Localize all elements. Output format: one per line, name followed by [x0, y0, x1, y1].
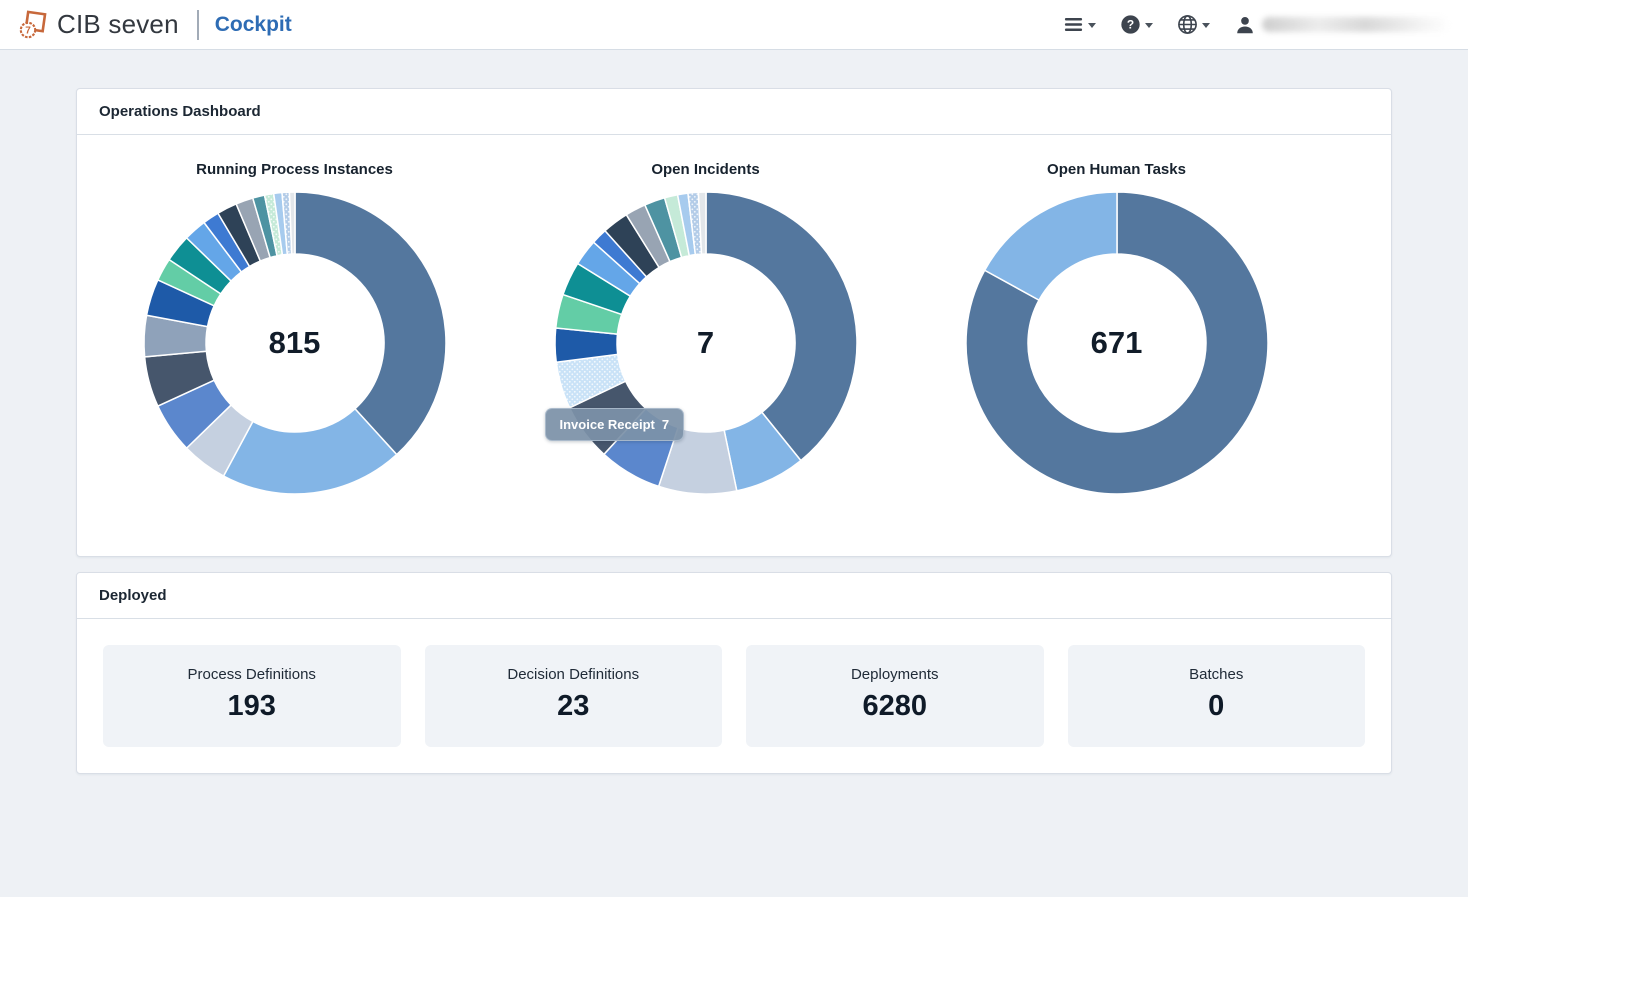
apps-menu-button[interactable]	[1063, 14, 1096, 35]
chart-tooltip: Invoice Receipt 7	[544, 408, 685, 441]
donut-segment[interactable]	[964, 191, 1269, 495]
donut-chart-open-human-tasks[interactable]	[962, 188, 1272, 498]
deployed-title: Deployed	[77, 573, 1391, 619]
brand-name: CIB seven	[57, 9, 179, 39]
stats-row: Process Definitions 193 Decision Definit…	[77, 619, 1391, 773]
help-menu-button[interactable]: ?	[1120, 14, 1153, 35]
donut-wrap: 815	[140, 188, 450, 498]
stat-value: 6280	[862, 690, 927, 722]
donut-segment[interactable]	[293, 191, 447, 456]
donut-segment[interactable]	[697, 191, 707, 255]
chevron-down-icon	[1202, 23, 1210, 28]
chevron-down-icon	[1145, 23, 1153, 28]
cib-seven-logo-icon: 7	[19, 9, 47, 38]
language-globe-icon	[1178, 15, 1197, 34]
brand[interactable]: 7 CIB seven	[18, 9, 179, 40]
app-shell: 7 CIB seven Cockpit ?	[0, 0, 1468, 897]
menu-icon	[1064, 18, 1083, 31]
chart-title: Open Incidents	[651, 161, 760, 178]
chart-open-incidents: Open Incidents 7 Invoice Receipt 7	[500, 149, 911, 498]
app-header: 7 CIB seven Cockpit ?	[0, 0, 1468, 50]
tooltip-label: Invoice Receipt	[559, 417, 655, 432]
stat-card-process-definitions[interactable]: Process Definitions 193	[103, 645, 401, 747]
stat-value: 193	[227, 690, 276, 722]
donut-chart-open-incidents[interactable]	[551, 188, 861, 498]
operations-dashboard-title: Operations Dashboard	[77, 89, 1391, 135]
donut-wrap: 671	[962, 188, 1272, 498]
stat-label: Batches	[1189, 666, 1244, 683]
stat-card-decision-definitions[interactable]: Decision Definitions 23	[424, 645, 722, 747]
donut-wrap: 7 Invoice Receipt 7	[544, 188, 861, 498]
stat-card-batches[interactable]: Batches 0	[1067, 645, 1365, 747]
header-actions: ?	[1063, 14, 1450, 36]
donut-segment[interactable]	[288, 191, 296, 255]
charts-row: Running Process Instances 815 Open Incid…	[77, 135, 1391, 556]
donut-segment[interactable]	[704, 191, 858, 462]
help-icon: ?	[1121, 15, 1140, 34]
operations-dashboard-panel: Operations Dashboard Running Process Ins…	[76, 88, 1392, 557]
stat-value: 23	[557, 690, 590, 722]
chevron-down-icon	[1088, 23, 1096, 28]
user-icon	[1237, 16, 1253, 33]
stat-card-deployments[interactable]: Deployments 6280	[746, 645, 1044, 747]
language-menu-button[interactable]	[1177, 14, 1210, 35]
stat-label: Decision Definitions	[507, 666, 640, 683]
donut-segment[interactable]	[222, 407, 398, 495]
user-name-redacted	[1262, 17, 1450, 32]
logo-seven-glyph: 7	[25, 25, 31, 36]
deployed-panel: Deployed Process Definitions 193 Decisio…	[76, 572, 1392, 774]
main-content: Operations Dashboard Running Process Ins…	[0, 50, 1468, 897]
user-menu-button[interactable]	[1234, 14, 1450, 36]
stat-label: Process Definitions	[187, 666, 316, 683]
donut-segment[interactable]	[983, 191, 1118, 302]
brand-divider	[196, 9, 199, 40]
chart-title: Open Human Tasks	[1047, 161, 1186, 178]
chart-open-human-tasks: Open Human Tasks 671	[911, 149, 1322, 498]
donut-chart-running-process-instances[interactable]	[140, 188, 450, 498]
chart-title: Running Process Instances	[196, 161, 393, 178]
app-name[interactable]: Cockpit	[214, 12, 292, 36]
stat-label: Deployments	[850, 666, 939, 683]
chart-running-process-instances: Running Process Instances 815	[89, 149, 500, 498]
svg-text:?: ?	[1127, 18, 1134, 32]
stat-value: 0	[1208, 690, 1225, 722]
tooltip-value: 7	[661, 417, 670, 432]
